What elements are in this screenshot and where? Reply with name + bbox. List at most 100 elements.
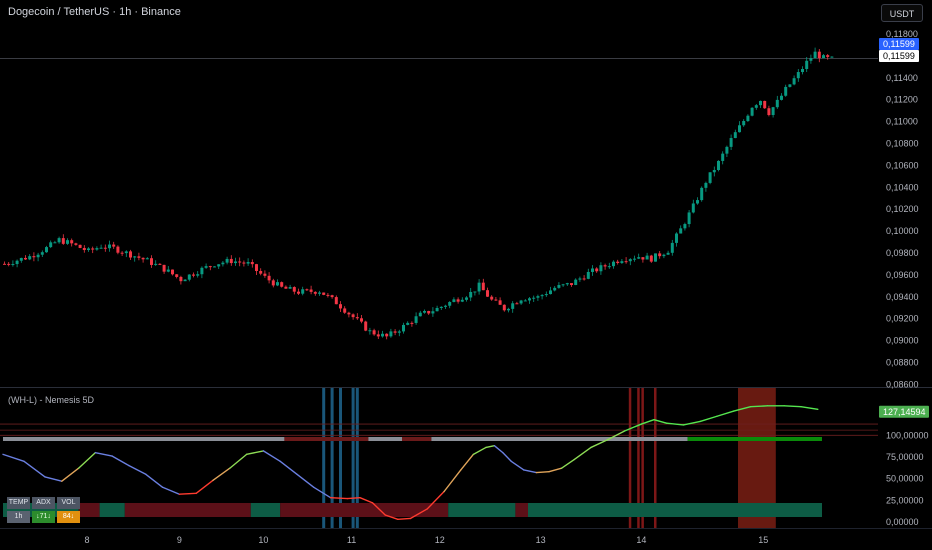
candle-body [171, 269, 174, 275]
time-tick-label: 13 [536, 535, 546, 545]
candle-body [796, 72, 800, 79]
lower-band-segment [515, 503, 528, 517]
candle-body [700, 187, 704, 201]
oscillator-segment [212, 467, 231, 482]
candle-body [771, 107, 775, 116]
oscillator-segment [590, 438, 609, 449]
time-tick-label: 9 [177, 535, 182, 545]
oscillator-segment [313, 486, 332, 499]
candle-body [750, 107, 754, 116]
time-tick-label: 8 [84, 535, 89, 545]
last-price-label: 0,11599 [883, 51, 915, 61]
indicator-pane [0, 388, 878, 528]
candle-body [439, 306, 443, 308]
candle-body [490, 296, 494, 300]
table-header-adx: ADX [32, 497, 55, 509]
candle-body [360, 318, 363, 322]
symbol-title: Dogecoin / TetherUS · 1h · Binance [8, 6, 181, 18]
candle-body [351, 314, 355, 318]
candle-body [116, 246, 120, 253]
price-tick-label: 0,10400 [886, 182, 919, 192]
time-axis: 8 9 10 11 12 13 14 15 [84, 535, 768, 545]
candle-body [112, 244, 116, 247]
candle-body [431, 311, 435, 314]
currency-button[interactable]: USDT [881, 4, 923, 22]
candle-body [410, 322, 414, 324]
candle-body [78, 244, 82, 248]
candle-body [687, 212, 691, 225]
candle-body [486, 290, 489, 297]
candle-body [301, 289, 305, 294]
lower-band-segment [99, 503, 125, 517]
candle-body [322, 292, 326, 295]
oscillator-segment [485, 445, 496, 449]
candle-body [817, 51, 821, 59]
indicator-tick-label: 100,00000 [886, 430, 929, 440]
candle-body [607, 266, 611, 268]
candle-body [754, 105, 758, 108]
candle-body [339, 304, 342, 309]
candle-body [57, 238, 61, 243]
oscillator-segment [409, 508, 428, 520]
candle-body [343, 308, 347, 313]
candle-body [574, 279, 578, 286]
indicator-tick-label: 0,00000 [886, 517, 919, 527]
candle-body [553, 287, 557, 291]
upper-band-segment [675, 437, 688, 441]
candle-body [658, 253, 662, 257]
candle-body [393, 331, 397, 333]
upper-band-segment [368, 437, 402, 441]
candle-body [423, 310, 426, 313]
candle-body [448, 302, 452, 306]
candle-body [213, 266, 216, 268]
oscillator-segment [23, 460, 46, 478]
candle-body [691, 203, 695, 213]
candle-body [221, 262, 225, 265]
oscillator-segment [161, 486, 181, 495]
candle-body [284, 286, 288, 289]
candle-body [364, 321, 368, 331]
price-badge-white [879, 50, 919, 62]
oscillator-segment [128, 464, 147, 475]
candle-body [225, 258, 229, 263]
candle-body [187, 274, 191, 280]
lower-band-segment [448, 503, 516, 517]
oscillator-segment [749, 405, 769, 408]
candle-body [746, 115, 750, 122]
oscillator-segment [535, 470, 550, 474]
oscillator-segment [733, 406, 752, 412]
oscillator-segment [371, 502, 386, 516]
candle-body [120, 252, 124, 254]
candle-body [670, 242, 674, 253]
oscillator-segment [443, 469, 462, 493]
candle-body [271, 280, 275, 286]
candle-body [662, 254, 666, 257]
candle-body [595, 268, 599, 272]
candle-body [717, 160, 720, 170]
candle-body [397, 331, 401, 333]
candle-body [565, 283, 569, 285]
candle-body [481, 282, 485, 291]
indicator-value-label: 127,14594 [883, 407, 926, 417]
oscillator-segment [493, 445, 504, 454]
candle-body [738, 125, 741, 133]
time-tick-label: 14 [636, 535, 646, 545]
candle-body [175, 274, 179, 277]
oscillator-segment [548, 467, 563, 473]
time-tick-label: 12 [435, 535, 445, 545]
time-tick-label: 15 [758, 535, 768, 545]
candle-body [234, 261, 237, 264]
candle-body [511, 303, 515, 309]
oscillator-segment [111, 455, 130, 467]
candle-body [150, 258, 153, 265]
candle-body [708, 172, 712, 183]
candle-body [196, 274, 200, 276]
candle-body [763, 100, 767, 109]
candle-body [15, 260, 19, 265]
blue-signal-bar [355, 388, 359, 528]
candle-body [334, 297, 338, 305]
candle-body [208, 266, 212, 268]
candle-body [255, 264, 258, 271]
candle-body [28, 256, 32, 260]
price-tick-label: 0,11200 [886, 95, 918, 105]
